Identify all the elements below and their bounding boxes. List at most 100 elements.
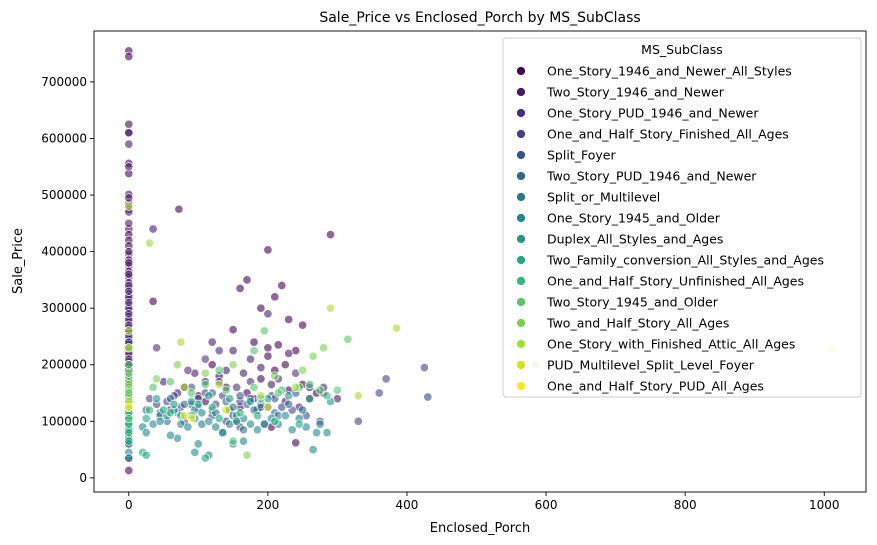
data-point — [273, 340, 283, 350]
data-point — [214, 413, 224, 424]
data-point — [124, 428, 134, 438]
data-point — [221, 385, 231, 395]
legend-label: One_Story_1946_and_Newer_All_Styles — [547, 64, 792, 79]
data-point — [152, 343, 162, 353]
data-point — [221, 405, 231, 415]
data-point — [124, 193, 134, 203]
data-point — [148, 224, 158, 234]
legend-marker — [516, 339, 526, 349]
data-point — [228, 325, 238, 335]
y-tick-label: 500000 — [41, 188, 87, 202]
x-tick-label: 400 — [396, 498, 419, 512]
data-point — [200, 379, 210, 390]
data-point — [381, 374, 391, 384]
data-point — [207, 402, 217, 412]
data-point — [197, 408, 207, 418]
data-point — [298, 365, 308, 375]
data-point — [174, 204, 184, 214]
data-point — [318, 343, 329, 353]
y-tick-label: 100000 — [41, 414, 87, 428]
chart-title: Sale_Price vs Enclosed_Porch by MS_SubCl… — [319, 10, 640, 26]
data-point — [305, 394, 315, 404]
data-point — [183, 365, 193, 375]
data-point — [238, 436, 249, 446]
y-tick-label: 300000 — [41, 301, 87, 315]
data-point — [124, 465, 134, 476]
data-point — [218, 428, 228, 438]
data-point — [242, 275, 252, 285]
data-point — [141, 428, 151, 438]
data-point — [270, 292, 280, 302]
y-tick-label: 700000 — [41, 75, 87, 89]
data-point — [228, 346, 238, 356]
data-point — [148, 296, 158, 306]
data-point — [259, 419, 269, 429]
data-point — [124, 51, 134, 62]
data-point — [169, 399, 179, 409]
legend-title: MS_SubClass — [641, 42, 723, 57]
data-point — [193, 439, 203, 449]
data-point — [124, 413, 134, 424]
data-point — [270, 371, 280, 381]
data-point — [263, 402, 273, 412]
legend-marker — [516, 87, 526, 97]
legend-frame — [502, 37, 862, 398]
data-point — [145, 238, 155, 248]
data-point — [232, 382, 242, 392]
data-point — [214, 365, 224, 375]
data-point — [242, 450, 252, 460]
data-point — [207, 337, 217, 347]
data-point — [298, 405, 308, 415]
data-point — [124, 402, 134, 412]
data-point — [322, 428, 332, 438]
data-point — [190, 447, 200, 457]
data-point — [214, 346, 224, 356]
x-tick-label: 800 — [674, 498, 697, 512]
x-tick-label: 200 — [256, 498, 279, 512]
data-point — [259, 326, 269, 336]
y-tick-label: 0 — [79, 471, 87, 485]
data-point — [256, 363, 266, 373]
data-point — [245, 396, 256, 407]
data-point — [232, 416, 242, 426]
data-point — [235, 408, 245, 418]
data-point — [284, 348, 294, 358]
legend-label: One_and_Half_Story_Unfinished_All_Ages — [547, 274, 804, 289]
data-point — [179, 382, 189, 392]
data-point — [249, 382, 259, 392]
data-point — [423, 392, 433, 402]
data-point — [256, 391, 266, 401]
data-point — [124, 436, 134, 446]
data-point — [238, 368, 249, 378]
data-point — [263, 309, 273, 319]
data-point — [124, 162, 134, 172]
data-point — [124, 343, 134, 353]
data-point — [263, 351, 273, 361]
data-point — [124, 326, 134, 336]
data-point — [284, 391, 294, 401]
data-point — [249, 337, 259, 347]
data-point — [391, 323, 402, 333]
data-point — [266, 379, 276, 390]
data-point — [270, 416, 280, 426]
data-point — [186, 388, 196, 398]
data-point — [228, 360, 238, 370]
data-point — [152, 394, 162, 404]
data-point — [322, 391, 332, 401]
legend-label: Two_and_Half_Story_All_Ages — [546, 316, 729, 331]
data-point — [280, 360, 290, 370]
data-point — [176, 337, 186, 347]
data-point — [277, 280, 287, 291]
data-point — [124, 309, 134, 319]
data-point — [325, 303, 336, 313]
data-point — [183, 422, 193, 432]
data-point — [141, 450, 151, 460]
data-point — [374, 388, 384, 398]
legend-label: One_Story_1945_and_Older — [547, 211, 721, 226]
data-point — [193, 399, 203, 409]
legend-marker — [516, 234, 526, 244]
data-point — [252, 425, 262, 435]
data-point — [152, 374, 162, 384]
data-point — [124, 247, 134, 257]
data-point — [165, 430, 176, 440]
